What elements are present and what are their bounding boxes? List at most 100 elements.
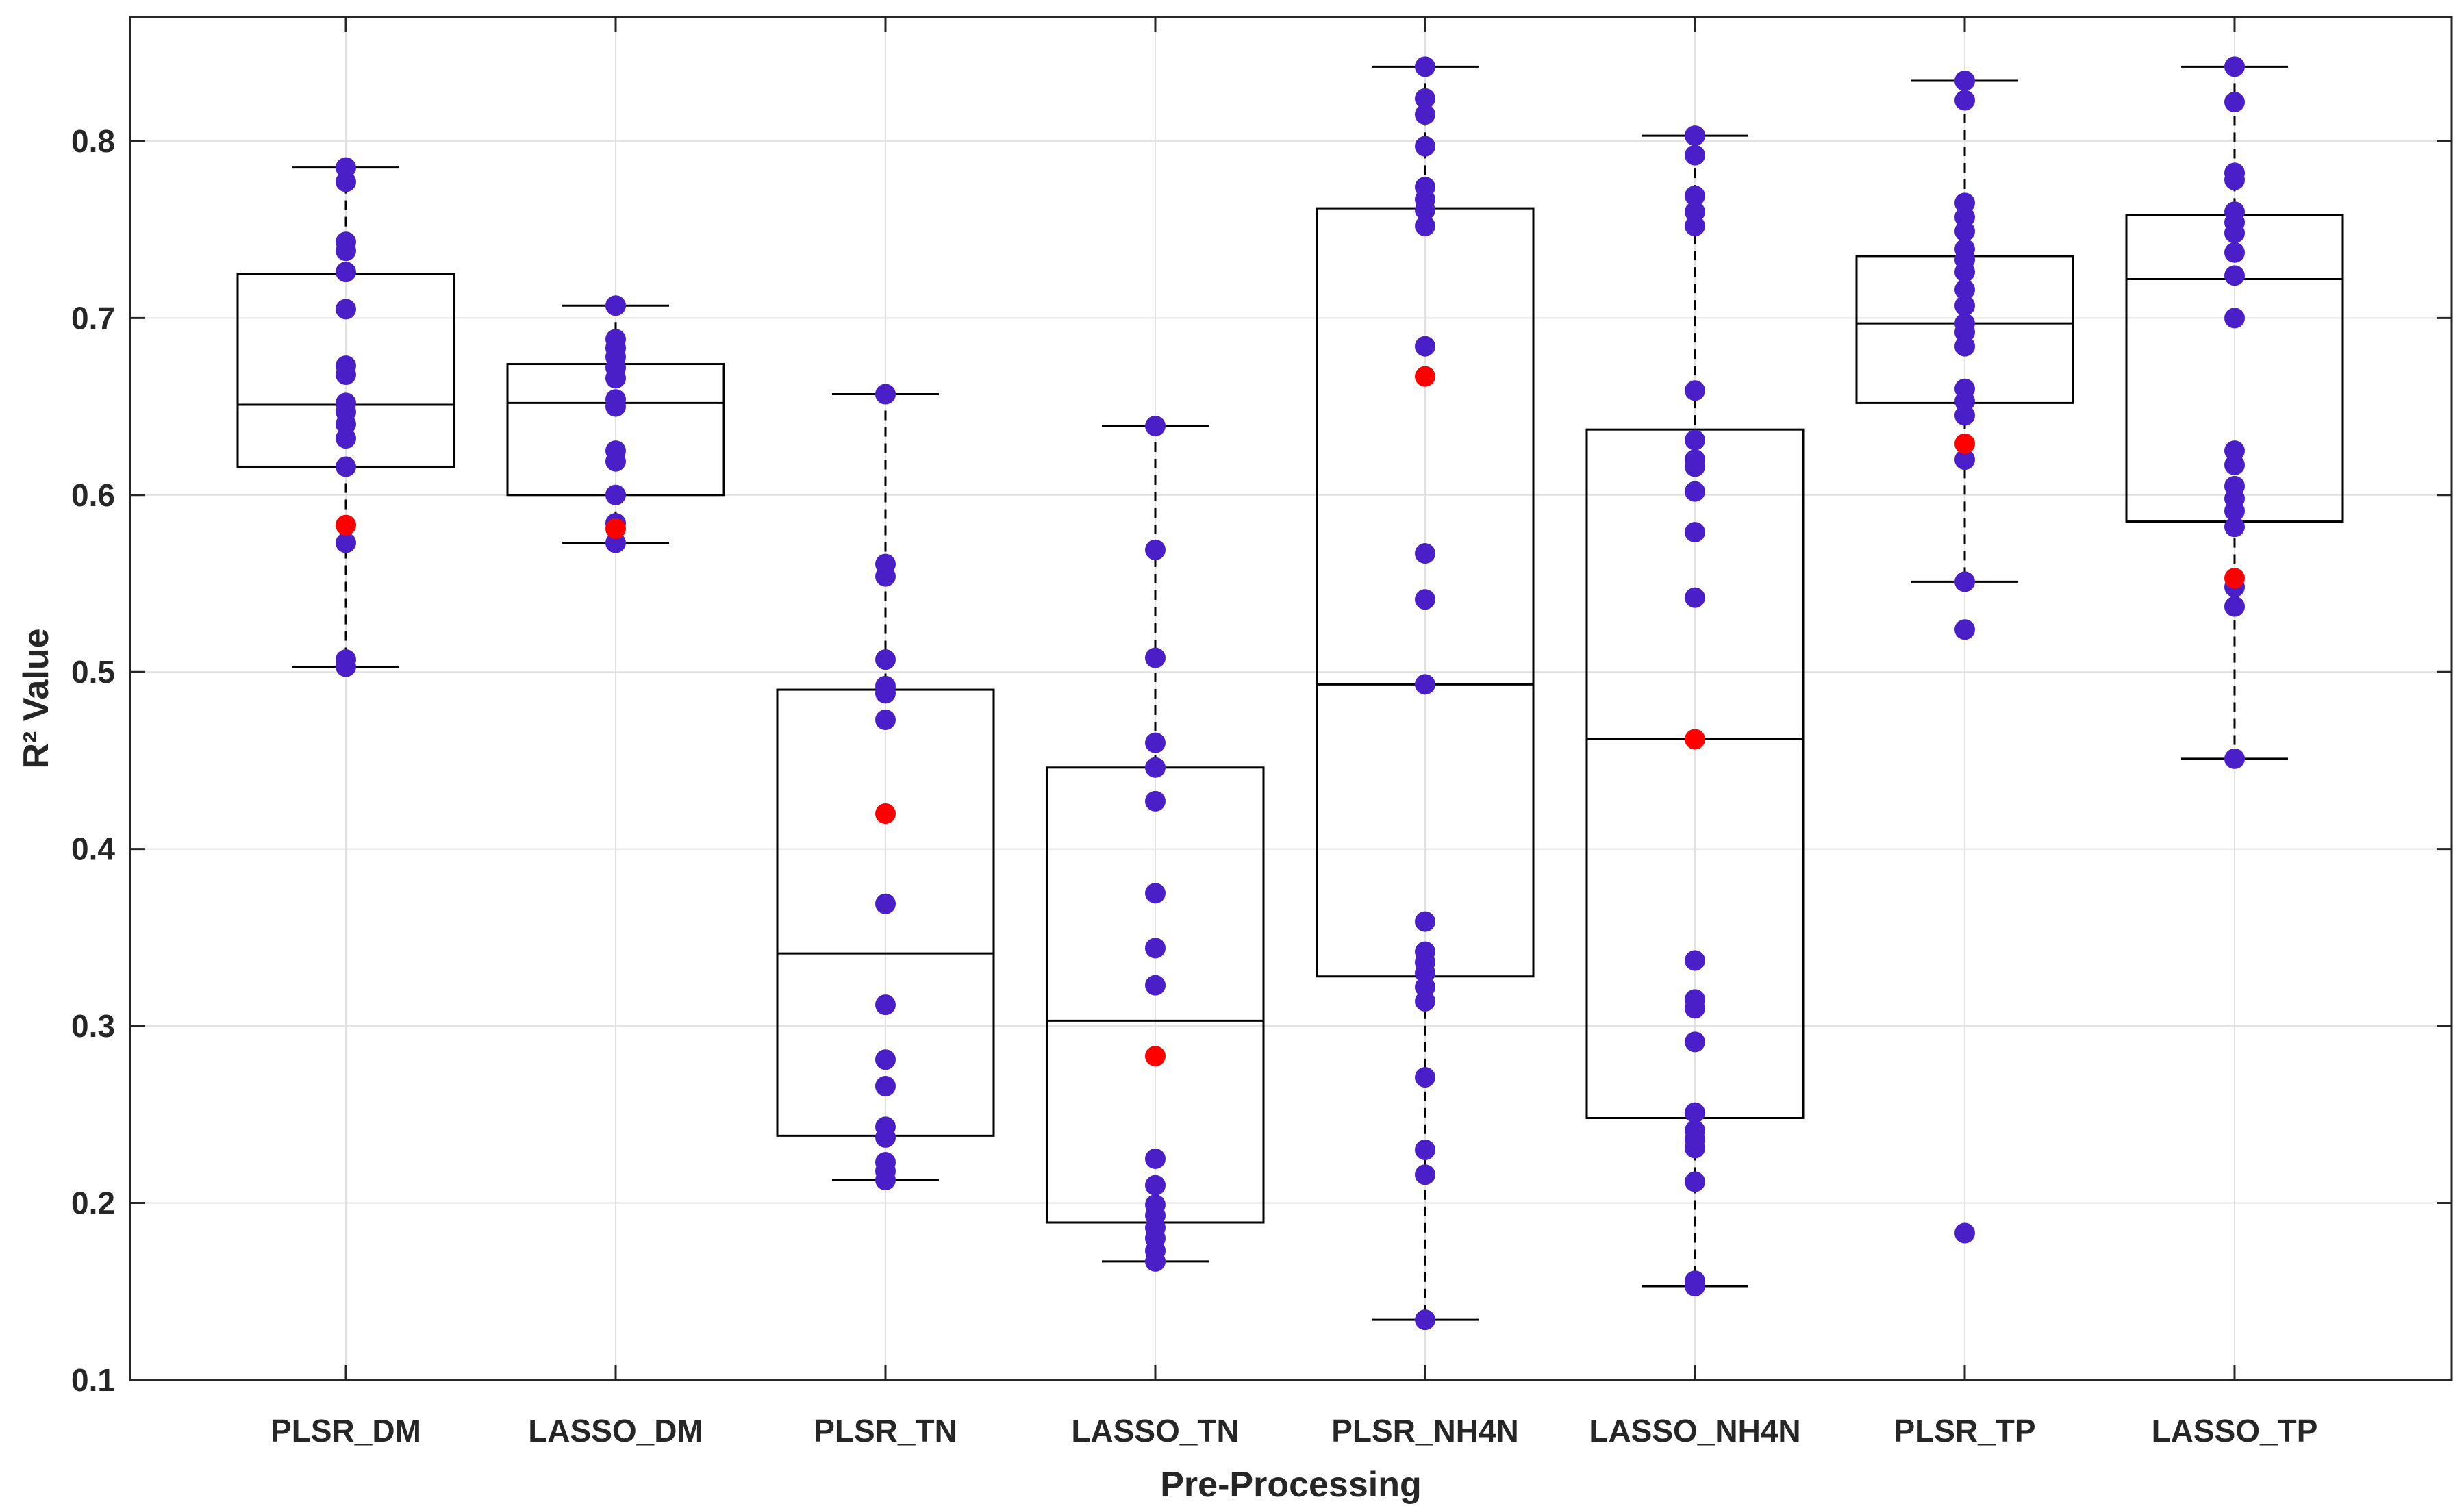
data-point — [1685, 186, 1705, 207]
data-point — [605, 451, 626, 472]
data-point — [1685, 429, 1705, 451]
data-point — [1685, 481, 1705, 502]
data-point — [1685, 215, 1705, 236]
data-point — [875, 683, 896, 704]
highlight-point — [336, 514, 356, 536]
data-point — [1415, 336, 1435, 357]
data-point — [336, 240, 356, 262]
data-point — [2224, 223, 2245, 244]
data-point — [1685, 1171, 1705, 1192]
data-point — [1415, 674, 1435, 695]
data-point — [1685, 950, 1705, 971]
data-point — [1685, 522, 1705, 543]
y-tick-label: 0.5 — [71, 654, 115, 690]
data-point — [1954, 449, 1975, 470]
data-point — [1954, 1222, 1975, 1244]
data-point — [1685, 587, 1705, 608]
data-point — [2224, 748, 2245, 769]
data-point — [1954, 405, 1975, 426]
data-point — [1415, 990, 1435, 1012]
plot-frame — [129, 16, 2453, 1381]
data-point — [1685, 201, 1705, 223]
data-point — [875, 1127, 896, 1148]
data-point — [336, 428, 356, 449]
data-point — [1685, 998, 1705, 1019]
y-tick-label: 0.6 — [71, 477, 115, 513]
data-point — [1954, 90, 1975, 111]
data-point — [1954, 207, 1975, 228]
data-point — [1685, 1138, 1705, 1159]
x-tick-label-lasso-tp: LASSO_TP — [2152, 1413, 2318, 1448]
data-point — [1415, 589, 1435, 610]
highlight-point — [1954, 433, 1975, 454]
data-point — [1415, 1309, 1435, 1331]
data-point — [1415, 136, 1435, 157]
data-point — [1954, 571, 1975, 592]
data-point — [336, 364, 356, 386]
data-point — [2224, 501, 2245, 522]
data-point — [605, 368, 626, 389]
data-point — [1415, 104, 1435, 125]
data-point — [875, 710, 896, 731]
data-point — [2224, 265, 2245, 286]
data-point — [1415, 1140, 1435, 1161]
data-point — [1954, 336, 1975, 357]
data-point — [605, 532, 626, 553]
data-point — [1145, 790, 1166, 812]
data-point — [605, 295, 626, 316]
x-tick-label-plsr-dm: PLSR_DM — [271, 1413, 421, 1448]
data-point — [1954, 322, 1975, 343]
y-tick-label: 0.3 — [71, 1008, 115, 1044]
highlight-point — [1685, 729, 1705, 750]
data-point — [1685, 380, 1705, 401]
highlight-point — [605, 518, 626, 539]
data-point — [1145, 1148, 1166, 1169]
data-point — [1145, 539, 1166, 560]
data-point — [336, 299, 356, 320]
x-tick-label-lasso-nh4n: LASSO_NH4N — [1589, 1413, 1800, 1448]
data-point — [875, 893, 896, 914]
x-axis-ticks: PLSR_DM LASSO_DM PLSR_TN LASSO_TN PLSR_NH4N L… — [271, 17, 2317, 1448]
data-point — [1415, 199, 1435, 221]
highlight-point — [1415, 366, 1435, 387]
data-point — [336, 171, 356, 192]
data-point — [1685, 1031, 1705, 1053]
data-point — [1145, 1251, 1166, 1272]
data-point — [1685, 125, 1705, 147]
data-point — [1954, 262, 1975, 283]
data-point — [605, 484, 626, 505]
data-point — [1145, 1175, 1166, 1196]
data-point — [1145, 732, 1166, 753]
data-point — [1685, 456, 1705, 477]
y-tick-label: 0.8 — [71, 123, 115, 159]
data-point — [1685, 145, 1705, 166]
y-tick-label: 0.4 — [71, 831, 115, 867]
data-point — [1145, 757, 1166, 778]
data-point — [336, 456, 356, 477]
data-point — [336, 157, 356, 178]
data-point — [1415, 88, 1435, 109]
data-point — [1415, 56, 1435, 77]
x-tick-label-plsr-tn: PLSR_TN — [814, 1413, 957, 1448]
data-point — [1145, 975, 1166, 996]
data-point — [1415, 977, 1435, 998]
data-point — [1685, 1276, 1705, 1297]
data-point — [2224, 169, 2245, 190]
scatter-points — [336, 56, 2245, 1331]
data-point — [1415, 911, 1435, 932]
data-point — [1954, 192, 1975, 214]
highlight-point — [2224, 568, 2245, 589]
y-axis-ticks: 0.1 0.2 0.3 0.4 0.5 0.6 0.7 0.8 — [71, 123, 2452, 1398]
data-point — [1954, 71, 1975, 92]
data-point — [875, 1169, 896, 1190]
data-point — [1415, 1164, 1435, 1185]
data-point — [1685, 1102, 1705, 1123]
data-point — [875, 1075, 896, 1096]
data-point — [1954, 295, 1975, 316]
data-point — [875, 566, 896, 587]
data-point — [605, 396, 626, 417]
x-tick-label-lasso-dm: LASSO_DM — [528, 1413, 703, 1448]
highlight-point — [1145, 1046, 1166, 1067]
data-point — [2224, 454, 2245, 475]
data-point — [1954, 619, 1975, 640]
